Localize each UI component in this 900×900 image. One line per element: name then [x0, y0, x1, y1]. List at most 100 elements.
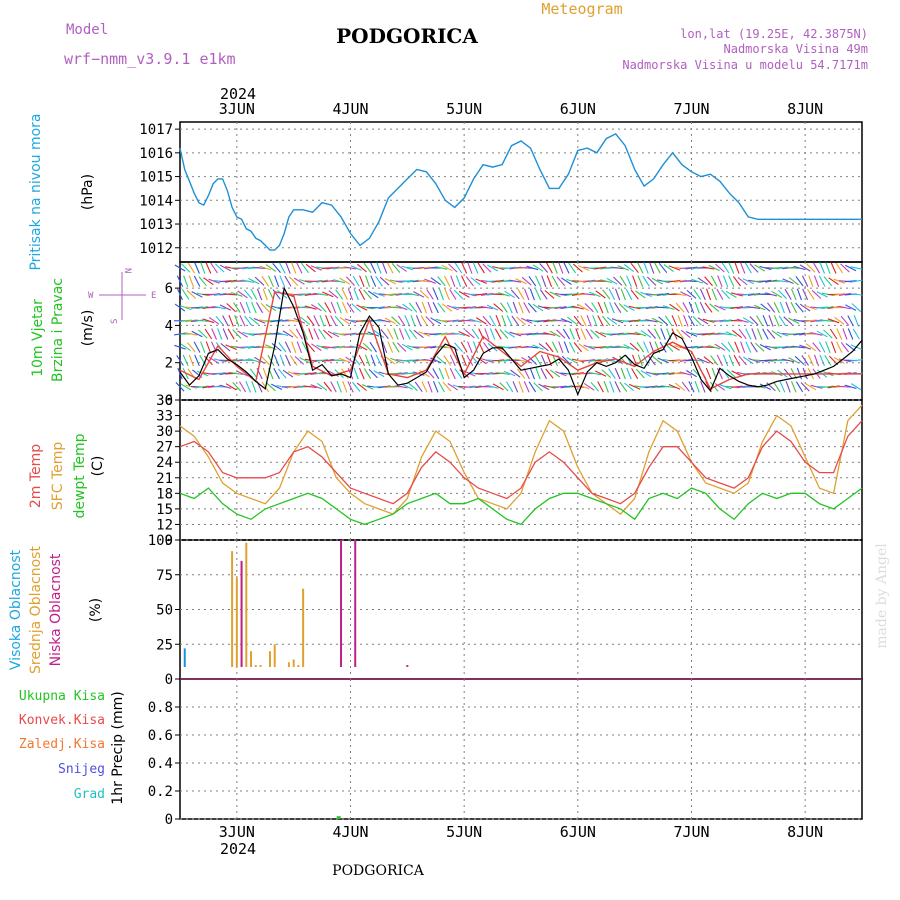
- cloud-bar-mid: [235, 577, 238, 667]
- wind-barb: [773, 315, 780, 327]
- wind-barb: [629, 342, 640, 352]
- day-label-bottom: 4JUN: [332, 823, 368, 841]
- wind-barb: [328, 290, 339, 299]
- wind-barb: [818, 275, 826, 287]
- wind-barb: [744, 262, 752, 274]
- wind-barb: [442, 381, 452, 392]
- wind-barb: [734, 262, 740, 274]
- wind-barb: [419, 289, 430, 299]
- wind-barb: [708, 345, 721, 350]
- wind-barb: [271, 342, 282, 352]
- wind-barb: [852, 328, 860, 340]
- wind-barb: [284, 341, 292, 353]
- wind-barb: [493, 303, 504, 312]
- wind-barb: [620, 288, 626, 301]
- temp-2m-line: [179, 420, 863, 505]
- wind-barb: [282, 369, 294, 378]
- wind-barb: [293, 277, 305, 285]
- wind-barb: [750, 341, 758, 353]
- cloud-bar-mid: [268, 651, 271, 667]
- wind-barb: [571, 385, 584, 388]
- wind-barb: [378, 318, 391, 323]
- wind-barb: [217, 328, 223, 340]
- wind-barb: [259, 345, 272, 349]
- wind-barb: [402, 303, 413, 312]
- wind-barb: [566, 357, 578, 364]
- wind-barb: [355, 319, 368, 322]
- wind-barb: [461, 354, 467, 367]
- wind-barb: [623, 344, 635, 351]
- wind-barb: [851, 303, 862, 313]
- precip-panel: [179, 678, 863, 820]
- wind-barb: [281, 306, 294, 309]
- wind-barb: [500, 302, 508, 313]
- wind-barb: [219, 384, 232, 389]
- year-top: 2024: [220, 85, 256, 103]
- wind-barb: [364, 275, 371, 287]
- wind-barb: [254, 276, 265, 286]
- wind-barb: [375, 275, 383, 287]
- wind-barb: [194, 354, 200, 367]
- wind-barb: [330, 381, 337, 393]
- wind-barb: [260, 302, 270, 313]
- wind-barb: [734, 341, 740, 353]
- wind-barb: [699, 288, 706, 301]
- wind-barb: [467, 341, 473, 354]
- wind-barb: [515, 358, 527, 363]
- wind-barb: [736, 385, 749, 389]
- wind-barb: [732, 276, 741, 287]
- wind-barb: [835, 262, 844, 274]
- wind-barb: [211, 328, 218, 340]
- wind-barb: [660, 328, 666, 340]
- wind-barb: [617, 345, 630, 349]
- tick-label-wind-2: 4: [165, 318, 173, 334]
- wind-barb: [562, 328, 571, 340]
- wind-barb: [350, 265, 362, 271]
- tick-label-temp-7: 30: [156, 424, 173, 440]
- tick-label-temp-9: 36: [156, 393, 173, 409]
- precip-frz-label: Zaledj.Kisa: [19, 737, 105, 752]
- wind-barb: [759, 359, 772, 362]
- wind-barb: [197, 329, 208, 339]
- wind-barb: [452, 319, 465, 323]
- wind-barb: [506, 315, 513, 327]
- wind-barb: [305, 263, 316, 273]
- wind-barb: [327, 330, 340, 338]
- day-label-bottom: 7JUN: [673, 823, 709, 841]
- wind-barb: [418, 266, 431, 270]
- wind-barb: [784, 288, 792, 300]
- wind-barb: [725, 290, 737, 298]
- wind-barb: [611, 332, 624, 336]
- day-label-top: 8JUN: [787, 100, 823, 118]
- wind-barb: [589, 291, 601, 298]
- wind-barb: [463, 306, 476, 310]
- wind-barb: [578, 304, 589, 311]
- wind-barb: [669, 343, 680, 351]
- wind-barb: [838, 385, 851, 388]
- cloud-bar-mid: [297, 665, 300, 667]
- wind-barb: [721, 368, 730, 379]
- wind-barb: [187, 262, 195, 274]
- wind-barb: [350, 345, 363, 350]
- tick-label-temp-6: 27: [156, 440, 173, 456]
- wind-barb: [497, 358, 510, 362]
- wind-barb: [193, 275, 201, 287]
- wind-barb: [600, 279, 613, 284]
- wind-barb: [850, 293, 863, 296]
- wind-barb: [415, 302, 422, 314]
- wind-barb: [367, 331, 380, 337]
- wind-barb: [683, 314, 689, 327]
- wind-barb: [397, 315, 406, 327]
- wind-barb: [346, 302, 355, 313]
- cloud-bar-low: [240, 560, 243, 667]
- wind-barb: [432, 288, 439, 301]
- wind-barb: [595, 330, 607, 338]
- wind-barb: [730, 385, 743, 388]
- wind-barb: [538, 343, 549, 352]
- wind-barb: [289, 355, 298, 366]
- wind-barb: [783, 316, 793, 326]
- wind-barb: [358, 354, 366, 366]
- wind-barb: [580, 328, 587, 340]
- wind-barb: [657, 372, 670, 375]
- wind-barb: [453, 289, 464, 300]
